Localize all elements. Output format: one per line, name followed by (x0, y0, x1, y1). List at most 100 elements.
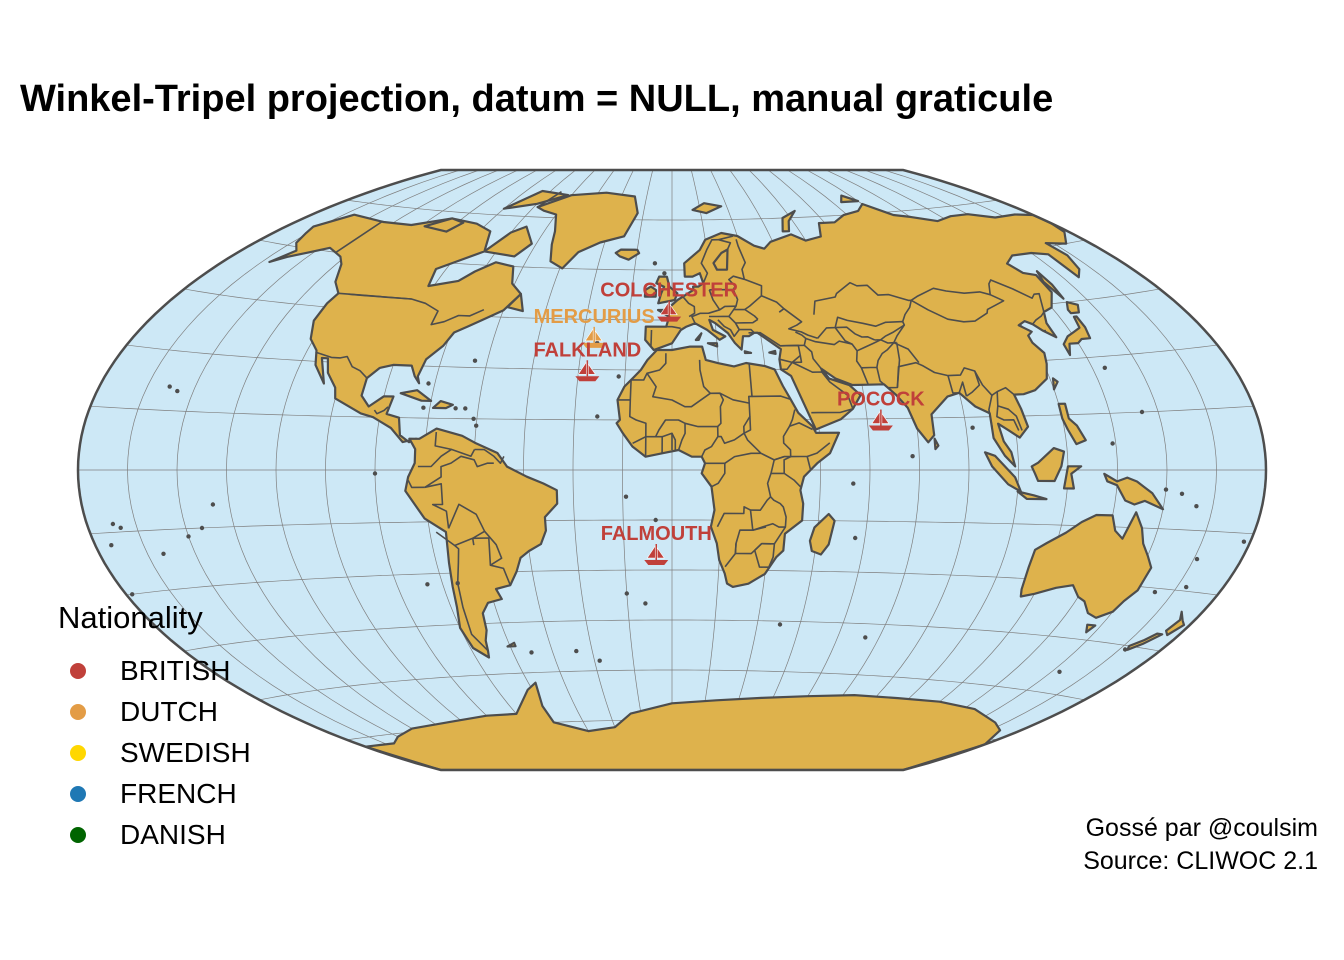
country-border (628, 399, 686, 451)
country-border (771, 472, 802, 488)
country-border (861, 342, 895, 369)
land-hispaniola (431, 400, 454, 410)
country-border (682, 296, 696, 318)
country-border (474, 448, 505, 465)
island-dot (426, 381, 431, 386)
country-border (671, 432, 677, 450)
ship-marker-colchester: COLCHESTER (600, 280, 739, 322)
country-border (739, 526, 767, 532)
legend-label: BRITISH (120, 654, 231, 686)
country-border (996, 391, 1023, 431)
land-baffin (483, 225, 533, 258)
land-ellesmere (502, 189, 570, 210)
land-sri-lanka (933, 437, 940, 451)
legend-item-swedish: SWEDISH (58, 732, 251, 773)
land-cuba (399, 389, 433, 402)
legend-label: SWEDISH (120, 736, 251, 768)
country-border (783, 455, 812, 474)
island-dot (425, 582, 430, 587)
island-dot (853, 535, 858, 541)
ship-icon (575, 376, 600, 382)
island-dot (199, 525, 205, 531)
island-dot (130, 592, 135, 597)
ship-label: MERCURIUS (534, 306, 655, 328)
country-border (743, 409, 796, 461)
ship-label: FALMOUTH (601, 523, 712, 545)
country-border (666, 325, 681, 330)
island-dot (653, 517, 658, 523)
country-border (719, 305, 737, 311)
island-dot (595, 414, 600, 419)
legend-title: Nationality (58, 600, 203, 635)
land-philippines (1057, 402, 1087, 446)
land-scandinavia-sea-gap (712, 248, 729, 271)
island-dot (1122, 647, 1128, 652)
country-border (447, 503, 486, 547)
island-dot (597, 658, 602, 663)
country-border (813, 281, 912, 315)
ship-icon (868, 425, 893, 431)
country-border (754, 542, 775, 551)
island-dot (372, 471, 378, 476)
island-dot (421, 405, 426, 410)
ship-icon (644, 560, 669, 566)
island-dot (186, 534, 191, 539)
island-dot (1152, 589, 1158, 595)
legend-label: DUTCH (120, 695, 218, 727)
ship-marker-pocock: POCOCK (837, 389, 925, 431)
land-greenland (536, 191, 639, 270)
land-novaya-zemlya (781, 209, 796, 233)
country-border (451, 448, 476, 458)
map-title: Winkel-Tripel projection, datum = NULL, … (20, 78, 1054, 120)
country-border (424, 482, 450, 529)
land-sakhalin (1035, 270, 1065, 300)
parallel-line (346, 199, 998, 221)
land-antarctica (364, 681, 1002, 770)
ship-icon (582, 342, 607, 348)
country-border (910, 279, 1045, 313)
country-border (735, 239, 763, 311)
island-dot (463, 406, 468, 411)
country-border (910, 293, 1005, 323)
ship-marker-falmouth: FALMOUTH (601, 523, 712, 566)
land-crete (743, 350, 753, 355)
country-border (724, 455, 787, 568)
island-dot (1110, 441, 1115, 446)
land-eurasia (644, 202, 1081, 468)
island-dot (167, 384, 172, 389)
legend-label: DANISH (120, 818, 226, 850)
country-border (734, 318, 759, 334)
country-border (717, 403, 751, 445)
country-border (896, 361, 981, 397)
country-border (684, 422, 719, 458)
island-dot (970, 425, 975, 430)
parallel-line (184, 619, 1160, 652)
country-border (711, 463, 726, 488)
island-dot (652, 261, 658, 266)
country-border (1031, 311, 1045, 325)
land-newfoundland (506, 292, 524, 313)
island-dot (471, 416, 476, 421)
legend-item-danish: DANISH (58, 814, 251, 855)
island-dot (1179, 491, 1185, 496)
island-dot (1194, 556, 1200, 562)
country-border (315, 351, 368, 379)
country-border (632, 435, 647, 445)
swedish-dot-icon (70, 744, 86, 761)
land-ireland (643, 285, 658, 298)
country-border (750, 496, 772, 512)
land-madagascar (808, 512, 836, 556)
country-border (727, 275, 745, 291)
island-dot (1194, 504, 1199, 509)
ship-markers: COLCHESTER MERCURIUS FALKLAND POCOCK FALMOUT… (533, 280, 925, 566)
island-dot (453, 406, 458, 411)
country-border (947, 375, 968, 397)
globe-outline (76, 168, 1268, 772)
island-dot (851, 481, 856, 486)
country-border (789, 422, 813, 431)
island-dot (474, 423, 479, 428)
land-falklands (506, 641, 517, 648)
country-border (348, 293, 412, 300)
country-border (537, 191, 562, 208)
country-border (991, 386, 1015, 396)
